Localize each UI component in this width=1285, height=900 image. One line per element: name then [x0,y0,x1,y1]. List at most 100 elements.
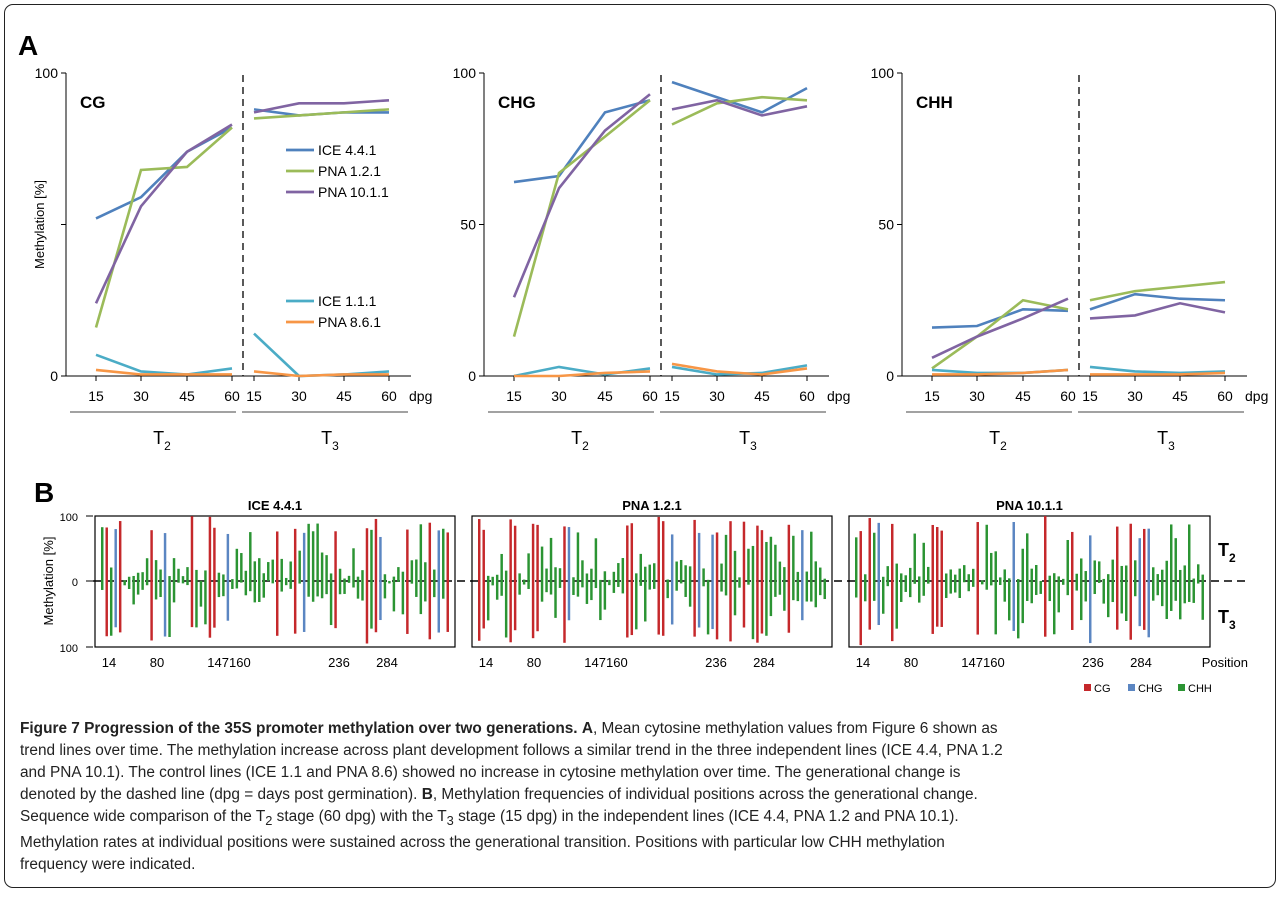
bar-chh-t3 [159,581,162,598]
bar-cg-t2 [936,527,939,581]
bar-cg-t3 [693,581,696,637]
bar-chh-t2 [258,558,261,581]
bar-chh-t2 [204,570,207,581]
bar-chh-t3 [599,581,602,621]
bar-chh-t3 [1080,581,1083,621]
bar-cg-t3 [563,581,566,643]
bar-chh-t2 [1021,548,1024,581]
bar-chh-t3 [518,581,521,595]
bar-cg-t3 [428,581,432,640]
bar-cg-t3 [1116,581,1119,630]
bar-chh-t3 [1017,581,1020,639]
b-lower-label: T3 [1218,607,1236,632]
x-tick-label: 45 [1172,388,1188,404]
bar-chh-t2 [639,553,643,581]
panel-b: B Methylation [%] 100 0 100 T2 T3 ICE 4.4.1 14 80… [34,477,1248,695]
bar-chh-t2 [491,576,494,581]
series-pna-10-1-1-t2 [931,297,1069,359]
y-tick-label: 100 [35,65,59,81]
x-tick-label: 45 [754,388,770,404]
bar-chh-t2 [666,579,669,581]
x-tick-label: 45 [179,388,195,404]
bar-chg-t2 [114,529,117,581]
bar-chh-t2 [1156,574,1159,581]
position-tick-label: 14 [102,655,116,670]
bar-chh-t3 [132,581,135,605]
bar-chg-t2 [877,522,880,581]
series-pna-10-1-1-t3 [1089,301,1226,320]
bar-chh-t3 [258,581,261,602]
bar-chh-t3 [1156,581,1159,596]
bar-chg-t2 [379,536,382,581]
bar-chh-t3 [361,581,364,601]
panel-a: A 0 100 Methylation [%] CG 15 30 45 60 15 30 45 60 dp… [18,30,1268,453]
bar-chh-t3 [109,581,113,636]
bar-cg-t2 [334,531,337,581]
bar-chh-t3 [540,581,544,602]
bar-chh-t2 [433,569,436,581]
bar-chh-t2 [1053,573,1056,581]
bar-chh-t3 [981,581,984,585]
bar-chg-t3 [801,581,804,621]
bar-chh-t3 [141,581,144,590]
series-pna-8-6-1-t2 [95,368,232,376]
bar-chh-t3 [679,581,683,584]
bar-chh-t3 [639,581,643,586]
bar-chh-t3 [222,581,225,597]
bar-chh-t3 [217,581,221,598]
bar-chh-t3 [963,581,966,583]
bar-chh-t3 [195,581,198,628]
b-y-tick-label: 100 [60,643,78,655]
x-tick-label: 60 [1060,388,1076,404]
bar-chh-t2 [1017,579,1020,581]
series-ice-4-4-1-t2 [95,126,233,220]
bar-chh-t2 [1152,567,1155,581]
bar-chh-t2 [814,561,818,581]
bar-chh-t2 [733,550,737,581]
bar-cg-t3 [657,581,660,635]
bar-cg-t3 [756,581,759,643]
bar-cg-t2 [428,522,432,581]
x-tick-label: 45 [597,388,613,404]
bar-chh-t3 [999,581,1002,585]
bar-chh-t2 [1035,564,1038,581]
bar-chh-t3 [769,581,773,617]
bar-chh-t2 [168,576,171,581]
bar-chh-t3 [316,581,319,597]
bar-chh-t2 [1102,578,1105,581]
position-tick-label: 14 [479,655,493,670]
bar-chh-t2 [990,552,993,581]
bar-chh-t2 [320,552,324,581]
bar-cg-t3 [859,581,862,646]
bar-cg-t3 [190,581,194,628]
bar-chh-t3 [558,581,562,588]
bar-chh-t2 [1161,569,1164,581]
bar-chh-t2 [518,573,521,581]
bar-cg-t2 [729,521,732,581]
x-tick-label: 60 [1217,388,1233,404]
bar-chh-t2 [581,560,584,581]
series-ice-4-4-1-t2 [513,99,651,184]
bar-chh-t3 [289,581,292,589]
series-ice-1-1-1-t2 [95,353,233,376]
bar-chh-t3 [249,581,252,592]
bar-cg-t2 [531,523,535,581]
bar-chh-t3 [603,581,607,610]
bar-chh-t3 [527,581,530,589]
bar-chh-t2 [1201,574,1204,581]
bar-chh-t2 [608,579,611,581]
bar-chh-t3 [397,581,400,582]
bar-chh-t3 [325,581,328,595]
bar-chh-t2 [123,580,126,581]
bar-chh-t2 [972,568,975,581]
bar-cg-t3 [118,581,122,633]
bar-chh-t3 [576,581,580,597]
bar-chh-t3 [945,581,948,598]
bar-cg-t3 [150,581,153,641]
bar-chh-t2 [1026,533,1029,581]
bar-chh-t3 [720,581,723,592]
bar-chh-t2 [127,576,131,581]
bar-chh-t3 [554,581,557,618]
bar-chh-t2 [599,579,602,581]
figure-frame [4,4,1276,888]
